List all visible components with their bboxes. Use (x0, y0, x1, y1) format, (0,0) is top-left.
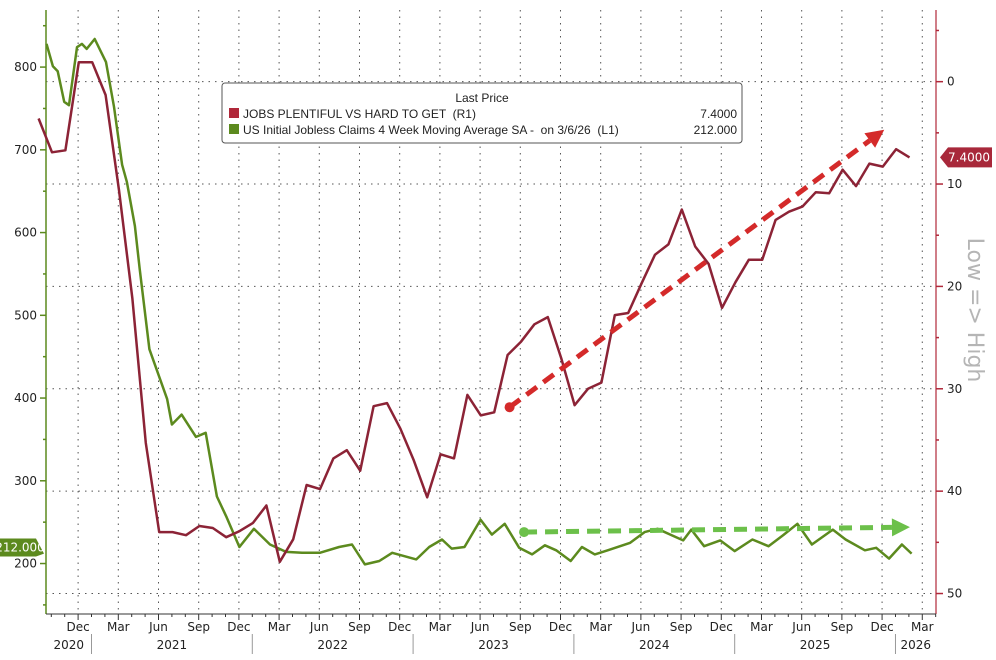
legend-box (221, 82, 743, 144)
right-last-value-tag: 7.4000 (940, 147, 992, 168)
x-month-label: Sep (670, 620, 693, 634)
x-month-label: Jun (309, 620, 329, 634)
left-tick-label: 600 (14, 226, 37, 240)
legend-label-claims: US Initial Jobless Claims 4 Week Moving … (243, 123, 619, 137)
x-year-label: 2026 (900, 638, 931, 652)
x-month-label: Dec (227, 620, 250, 634)
x-year-label: 2022 (317, 638, 348, 652)
right-tick-label: 50 (947, 587, 962, 601)
trend-arrow-start-dot (519, 527, 530, 538)
x-year-label: 2023 (478, 638, 509, 652)
trend-arrows (504, 129, 910, 538)
legend-swatch-jobs (229, 108, 239, 118)
x-month-label: Sep (348, 620, 371, 634)
axes: Dec Mar Jun Sep Dec Mar Jun Sep Dec Mar Jun Sep Dec M… (14, 10, 962, 654)
trend-arrow-line (508, 138, 872, 410)
x-month-label: Mar (589, 620, 612, 634)
left-last-value-tag: 212.000 (0, 538, 45, 557)
x-year-label: 2024 (639, 638, 670, 652)
x-month-label: Dec (388, 620, 411, 634)
legend: Last Price JOBS PLENTIFUL VS HARD TO GET… (221, 82, 743, 144)
x-month-label: Mar (750, 620, 773, 634)
left-last-value-text: 212.000 (0, 541, 45, 555)
grid-lines (46, 10, 936, 614)
right-last-value-text: 7.4000 (948, 150, 990, 164)
x-month-label: Sep (831, 620, 854, 634)
x-month-label: Sep (187, 620, 210, 634)
right-tick-label: 30 (947, 382, 962, 396)
left-tick-label: 700 (14, 143, 37, 157)
legend-value-claims: 212.000 (694, 123, 738, 137)
jobs-differential-series-line (37, 60, 911, 564)
x-month-label: Dec (710, 620, 733, 634)
right-axis-title: Low => High (962, 238, 987, 383)
right-tick-label: 40 (947, 484, 962, 498)
x-month-label: Dec (870, 620, 893, 634)
left-tick-label: 500 (14, 308, 37, 322)
x-month-label: Mar (268, 620, 291, 634)
trend-arrowhead (891, 518, 910, 537)
x-year-label: 2021 (157, 638, 188, 652)
x-month-label: Jun (791, 620, 811, 634)
legend-label-jobs: JOBS PLENTIFUL VS HARD TO GET (R1) (243, 107, 476, 121)
x-month-label: Dec (549, 620, 572, 634)
right-tick-label: 10 (947, 177, 962, 191)
legend-title: Last Price (455, 91, 509, 105)
x-month-label: Mar (911, 620, 934, 634)
x-year-label: 2020 (53, 638, 84, 652)
x-month-label: Jun (470, 620, 490, 634)
legend-swatch-claims (229, 124, 239, 134)
legend-value-jobs: 7.4000 (700, 107, 737, 121)
left-tick-label: 400 (14, 391, 37, 405)
x-month-label: Jun (631, 620, 651, 634)
left-tick-label: 300 (14, 474, 37, 488)
series-layer (37, 37, 913, 566)
trend-arrowhead (864, 129, 885, 148)
x-year-label: 2025 (800, 638, 831, 652)
trend-arrow-line (524, 524, 892, 535)
right-tick-label: 20 (947, 279, 962, 293)
x-month-label: Sep (509, 620, 532, 634)
trend-arrow-start-dot (504, 402, 515, 413)
x-month-label: Jun (148, 620, 168, 634)
x-month-label: Mar (429, 620, 452, 634)
left-tick-label: 200 (14, 557, 37, 571)
left-tick-label: 800 (14, 60, 37, 74)
right-tick-label: 0 (947, 75, 955, 89)
x-month-label: Dec (66, 620, 89, 634)
x-month-label: Mar (107, 620, 130, 634)
